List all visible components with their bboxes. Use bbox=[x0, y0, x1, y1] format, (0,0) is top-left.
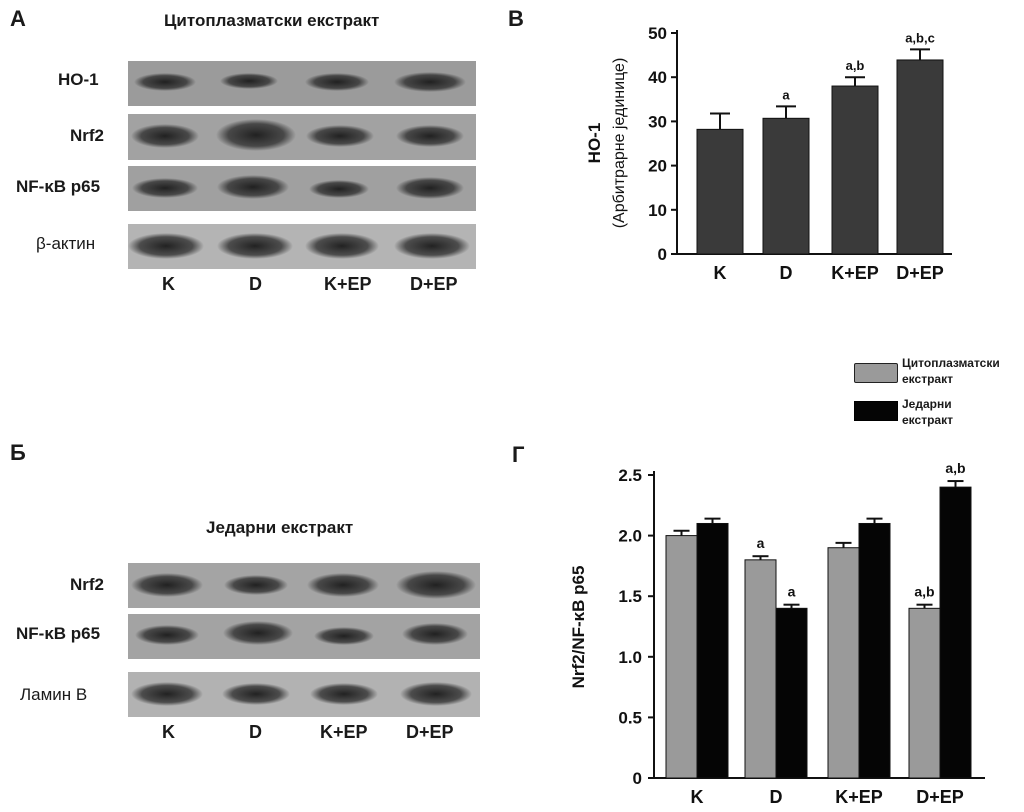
bar bbox=[827, 547, 860, 779]
bar bbox=[696, 128, 744, 255]
significance-label: a bbox=[757, 535, 765, 551]
x-tick-label: K bbox=[714, 263, 727, 283]
bar bbox=[775, 607, 808, 779]
blot-a-lane-k: K bbox=[162, 274, 175, 294]
y-tick-label: 10 bbox=[648, 201, 667, 220]
significance-label: a,b bbox=[846, 58, 865, 73]
blot-b-row-label-lamin: Ламин B bbox=[20, 685, 88, 704]
blot-a-lane-d: D bbox=[249, 274, 262, 294]
blot-a-lane-kep: K+EP bbox=[324, 274, 372, 294]
bar bbox=[831, 85, 879, 255]
panel-letter-d: Г bbox=[512, 442, 525, 467]
legend-label-nuclear-2: екстракт bbox=[902, 413, 953, 427]
legend-label-cytoplasmic-2: екстракт bbox=[902, 372, 953, 386]
y-axis-label: Nrf2/NF-κB p65 bbox=[569, 566, 588, 689]
y-tick-label: 40 bbox=[648, 68, 667, 87]
x-tick-label: K bbox=[691, 787, 704, 807]
x-tick-label: K+EP bbox=[831, 263, 879, 283]
significance-label: a,b bbox=[945, 460, 965, 476]
significance-label: a bbox=[782, 87, 790, 102]
bar bbox=[858, 522, 891, 779]
bar bbox=[762, 117, 810, 255]
legend: Цитоплазматски екстракт Једарни екстракт bbox=[850, 352, 1020, 432]
x-tick-label: D+EP bbox=[896, 263, 944, 283]
blot-b-row-label-nfkb: NF-κB p65 bbox=[16, 624, 101, 643]
blot-b-lane-d: D bbox=[249, 722, 262, 742]
blot-a-title: Цитоплазматски екстракт bbox=[164, 11, 380, 30]
y-tick-label: 2.5 bbox=[618, 466, 642, 485]
significance-label: a,b,c bbox=[905, 30, 935, 45]
y-tick-label: 2.0 bbox=[618, 527, 642, 546]
bar bbox=[665, 535, 698, 779]
y-tick-label: 1.0 bbox=[618, 648, 642, 667]
y-tick-label: 30 bbox=[648, 112, 667, 131]
panel-letter-c: B bbox=[508, 6, 524, 31]
x-tick-label: D bbox=[780, 263, 793, 283]
blot-b-row-label-nrf2: Nrf2 bbox=[70, 575, 105, 594]
panel-letter-b: Б bbox=[10, 440, 26, 465]
legend-label-cytoplasmic-1: Цитоплазматски bbox=[902, 356, 1000, 370]
y-axis-label: HO-1 bbox=[585, 123, 604, 164]
blot-b-title: Једарни екстракт bbox=[206, 518, 354, 537]
y-tick-label: 0 bbox=[658, 245, 667, 264]
bar bbox=[896, 59, 944, 255]
y-tick-label: 0 bbox=[633, 769, 642, 788]
legend-swatch-nuclear bbox=[854, 401, 898, 421]
blot-b-lane-dep: D+EP bbox=[406, 722, 454, 742]
legend-swatch-cytoplasmic bbox=[854, 363, 898, 383]
bar bbox=[744, 559, 777, 779]
x-tick-label: K+EP bbox=[835, 787, 883, 807]
x-tick-label: D bbox=[770, 787, 783, 807]
blot-a-row-label-nfkb: NF-κB p65 bbox=[16, 177, 101, 196]
y-tick-label: 0.5 bbox=[618, 708, 642, 727]
legend-label-nuclear-1: Једарни bbox=[902, 397, 952, 411]
blot-b-lane-kep: K+EP bbox=[320, 722, 368, 742]
blot-a-lane-dep: D+EP bbox=[410, 274, 458, 294]
y-tick-label: 20 bbox=[648, 157, 667, 176]
blot-a-row-label-nrf2: Nrf2 bbox=[70, 126, 105, 145]
blot-a-row-label-ho1: HO-1 bbox=[58, 70, 99, 89]
y-tick-label: 1.5 bbox=[618, 587, 642, 606]
significance-label: a bbox=[788, 584, 796, 600]
y-axis-sublabel: (Арбитрарне јединице) bbox=[611, 58, 628, 229]
bar bbox=[939, 486, 972, 779]
blot-b-lane-k: K bbox=[162, 722, 175, 742]
bar bbox=[908, 607, 941, 779]
x-tick-label: D+EP bbox=[916, 787, 964, 807]
blot-a-row-label-actin: β-актин bbox=[36, 234, 96, 253]
significance-label: a,b bbox=[914, 584, 934, 600]
panel-letter-a: А bbox=[10, 6, 26, 31]
y-tick-label: 50 bbox=[648, 24, 667, 43]
bar bbox=[696, 522, 729, 779]
